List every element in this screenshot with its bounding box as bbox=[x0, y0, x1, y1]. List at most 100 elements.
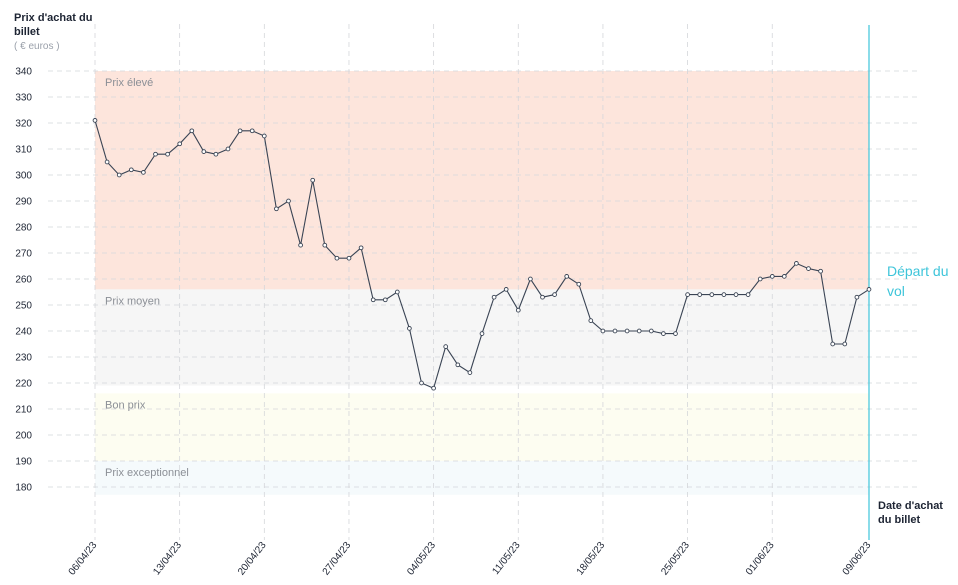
data-point bbox=[661, 331, 666, 336]
zone-label-2: Bon prix bbox=[105, 399, 146, 411]
y-tick-label: 290 bbox=[15, 197, 32, 208]
gridlines bbox=[48, 24, 919, 540]
data-point bbox=[588, 318, 594, 323]
x-axis-title: Date d'achat du billet bbox=[878, 500, 943, 526]
zone-labels: Prix élevé Prix moyen Bon prix Prix excepti… bbox=[105, 77, 189, 479]
y-tick-label: 300 bbox=[15, 171, 32, 182]
data-point bbox=[346, 255, 352, 261]
data-point bbox=[673, 331, 678, 336]
data-point bbox=[600, 328, 606, 334]
data-point bbox=[128, 167, 134, 173]
data-point bbox=[443, 344, 449, 349]
x-tick-label: 13/04/23 bbox=[151, 540, 184, 578]
data-point bbox=[794, 261, 799, 266]
data-point bbox=[382, 297, 388, 303]
zone-0 bbox=[95, 71, 869, 290]
x-tick-label: 06/04/23 bbox=[67, 540, 100, 578]
data-point bbox=[249, 128, 255, 134]
data-point bbox=[407, 326, 412, 331]
data-point bbox=[854, 294, 860, 300]
data-point bbox=[274, 206, 279, 212]
y-tick-label: 340 bbox=[15, 67, 32, 78]
y-tick-label: 310 bbox=[15, 145, 32, 156]
y-tick-label: 180 bbox=[15, 483, 32, 494]
data-point bbox=[213, 151, 219, 157]
y-tick-label: 260 bbox=[15, 275, 32, 286]
data-point bbox=[394, 289, 400, 295]
data-point bbox=[721, 292, 727, 297]
data-point bbox=[697, 292, 703, 297]
data-point bbox=[261, 133, 267, 139]
zone-2 bbox=[95, 393, 869, 461]
zone-3 bbox=[95, 461, 869, 495]
data-point bbox=[322, 242, 328, 248]
y-axis-ticks: 180 190 200 210 220 230 240 250 260 270 280 290 300 3… bbox=[15, 67, 32, 494]
x-tick-label: 11/05/23 bbox=[490, 540, 522, 577]
data-point bbox=[648, 328, 654, 334]
data-point bbox=[491, 294, 497, 300]
data-point bbox=[866, 287, 872, 292]
data-point bbox=[636, 328, 642, 334]
data-point bbox=[358, 245, 364, 251]
data-point bbox=[540, 294, 545, 300]
data-point bbox=[769, 274, 775, 279]
data-point bbox=[685, 292, 690, 297]
data-point bbox=[370, 297, 376, 303]
y-tick-label: 270 bbox=[15, 249, 32, 260]
data-point bbox=[552, 292, 557, 297]
data-point bbox=[177, 141, 183, 147]
y-tick-label: 250 bbox=[15, 301, 32, 312]
price-zones bbox=[95, 71, 869, 495]
data-point bbox=[709, 292, 715, 297]
data-point bbox=[503, 287, 509, 292]
y-axis-unit: ( € euros ) bbox=[14, 41, 60, 52]
zone-1 bbox=[95, 289, 869, 386]
y-tick-label: 220 bbox=[15, 379, 32, 390]
data-point bbox=[528, 276, 533, 282]
y-tick-label: 240 bbox=[15, 327, 32, 338]
data-point bbox=[455, 362, 461, 368]
y-tick-label: 280 bbox=[15, 223, 32, 234]
data-point bbox=[298, 242, 303, 248]
data-point bbox=[419, 380, 424, 386]
x-tick-label: 01/06/23 bbox=[744, 540, 777, 578]
x-tick-label: 04/05/23 bbox=[405, 540, 438, 578]
x-tick-label: 20/04/23 bbox=[236, 540, 269, 578]
y-tick-label: 230 bbox=[15, 353, 32, 364]
y-tick-label: 320 bbox=[15, 119, 32, 130]
data-point bbox=[153, 151, 158, 157]
data-point bbox=[576, 281, 582, 287]
data-point bbox=[201, 149, 207, 154]
data-point bbox=[189, 128, 195, 134]
zone-label-0: Prix élevé bbox=[105, 77, 153, 89]
x-axis-ticks: 06/04/23 13/04/23 20/04/23 27/04/23 04/05/23… bbox=[67, 540, 874, 578]
data-point bbox=[104, 159, 110, 165]
y-tick-label: 210 bbox=[15, 405, 32, 416]
zone-label-1: Prix moyen bbox=[105, 295, 160, 307]
price-points bbox=[92, 118, 872, 391]
data-point bbox=[624, 328, 630, 334]
data-point bbox=[733, 292, 739, 297]
data-point bbox=[92, 118, 98, 123]
data-point bbox=[334, 255, 340, 261]
data-point bbox=[431, 385, 436, 391]
data-point bbox=[467, 370, 473, 375]
x-tick-label: 25/05/23 bbox=[659, 540, 692, 578]
data-point bbox=[830, 341, 836, 347]
data-point bbox=[781, 274, 787, 279]
x-tick-label: 27/04/23 bbox=[321, 540, 354, 578]
x-tick-label: 18/05/23 bbox=[575, 540, 608, 578]
data-point bbox=[225, 146, 231, 152]
departure-label: Départ du vol bbox=[887, 263, 949, 299]
y-axis-title: Prix d'achat du billet bbox=[14, 12, 93, 38]
x-tick-label: 09/06/23 bbox=[841, 540, 874, 578]
data-point bbox=[806, 266, 811, 271]
data-point bbox=[612, 328, 618, 334]
y-tick-label: 200 bbox=[15, 431, 32, 442]
data-point bbox=[141, 170, 146, 175]
data-point bbox=[745, 292, 751, 297]
data-point bbox=[479, 331, 485, 336]
data-point bbox=[564, 274, 570, 279]
data-point bbox=[116, 172, 122, 178]
data-point bbox=[842, 341, 848, 347]
